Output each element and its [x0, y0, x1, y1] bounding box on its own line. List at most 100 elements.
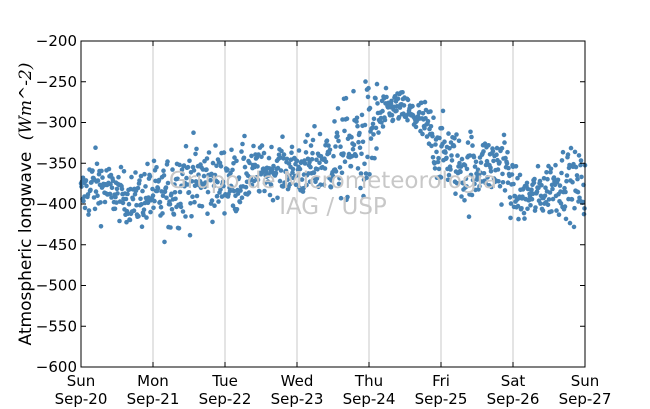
data-point [375, 101, 380, 106]
data-point [470, 143, 475, 148]
data-point [308, 164, 313, 170]
data-point [419, 100, 424, 106]
data-point [243, 184, 249, 190]
data-point [460, 180, 466, 186]
data-point [295, 172, 300, 178]
data-point [331, 153, 336, 159]
data-point [581, 211, 587, 217]
data-point [160, 211, 165, 216]
data-point [93, 189, 99, 194]
data-point [86, 212, 91, 217]
data-point [500, 180, 506, 185]
data-point [271, 163, 276, 169]
data-point [188, 201, 193, 206]
data-point [112, 206, 118, 212]
data-point [350, 146, 356, 152]
data-point [138, 173, 144, 179]
data-point [172, 182, 177, 187]
data-point [468, 129, 473, 135]
data-point [389, 98, 394, 104]
data-point [494, 152, 499, 157]
data-point [332, 119, 337, 124]
data-point [102, 199, 108, 205]
data-point [212, 172, 218, 178]
x-tick-label-date: Sep-24 [343, 390, 396, 408]
data-point [499, 202, 504, 207]
data-point [343, 95, 349, 101]
data-point [287, 173, 292, 179]
data-point [337, 176, 342, 181]
data-point [454, 132, 459, 137]
data-point [464, 184, 469, 189]
data-point [289, 150, 294, 155]
data-point [451, 143, 457, 149]
data-point [220, 179, 226, 185]
data-point [511, 181, 516, 187]
data-point [467, 153, 473, 158]
data-point [323, 159, 329, 164]
data-point [198, 185, 204, 191]
data-point [114, 186, 120, 192]
data-point [353, 153, 359, 159]
watermark: Grupo de Micrometeorologia IAG / USP [169, 168, 497, 220]
y-tick-label: −350 [36, 154, 77, 172]
data-point [551, 175, 557, 180]
data-point [322, 166, 328, 171]
data-point [282, 182, 288, 188]
data-point [327, 147, 333, 153]
data-point [348, 163, 354, 169]
data-point [99, 168, 104, 174]
data-point [80, 175, 86, 181]
data-point [255, 164, 260, 169]
y-tick-label: −250 [36, 73, 77, 91]
data-point [303, 150, 309, 155]
data-point [211, 183, 217, 189]
data-point [425, 118, 431, 124]
data-point [159, 189, 164, 194]
data-point [310, 150, 315, 156]
data-point [432, 161, 437, 166]
data-point [138, 196, 143, 202]
data-point [357, 130, 362, 136]
data-point [134, 202, 139, 208]
data-point [456, 138, 462, 144]
data-point [430, 133, 435, 139]
data-point [578, 158, 584, 163]
data-point [194, 146, 199, 152]
data-point [553, 162, 558, 168]
data-point [339, 170, 345, 176]
x-tick-label-date: Sep-22 [199, 390, 252, 408]
data-point [261, 150, 267, 156]
data-point [169, 191, 174, 197]
y-axis-label-units: (Wm^-2) [16, 63, 36, 141]
data-point [477, 184, 482, 189]
data-point [538, 201, 543, 206]
data-point [241, 155, 247, 161]
data-point [199, 204, 205, 209]
data-point [486, 143, 491, 148]
data-point [129, 174, 134, 180]
data-point [275, 195, 280, 201]
data-point [164, 195, 169, 201]
data-point [287, 182, 293, 187]
data-point [201, 173, 207, 179]
data-point [428, 109, 433, 114]
data-point [464, 166, 470, 172]
data-point [178, 204, 184, 210]
data-point [563, 189, 568, 195]
data-point [333, 144, 338, 149]
data-point [502, 188, 508, 193]
data-point [187, 158, 192, 164]
y-axis-label: Atmospheric longwave (Wm^-2) [16, 63, 36, 346]
data-point [580, 199, 586, 205]
data-point [165, 180, 171, 186]
data-point [123, 196, 129, 202]
data-point [509, 172, 515, 177]
data-point [466, 214, 472, 219]
y-tick-label: −500 [36, 277, 77, 295]
data-point [430, 155, 436, 160]
data-point [231, 188, 237, 194]
data-point [239, 195, 245, 200]
data-point [362, 122, 368, 128]
data-point [280, 134, 285, 139]
